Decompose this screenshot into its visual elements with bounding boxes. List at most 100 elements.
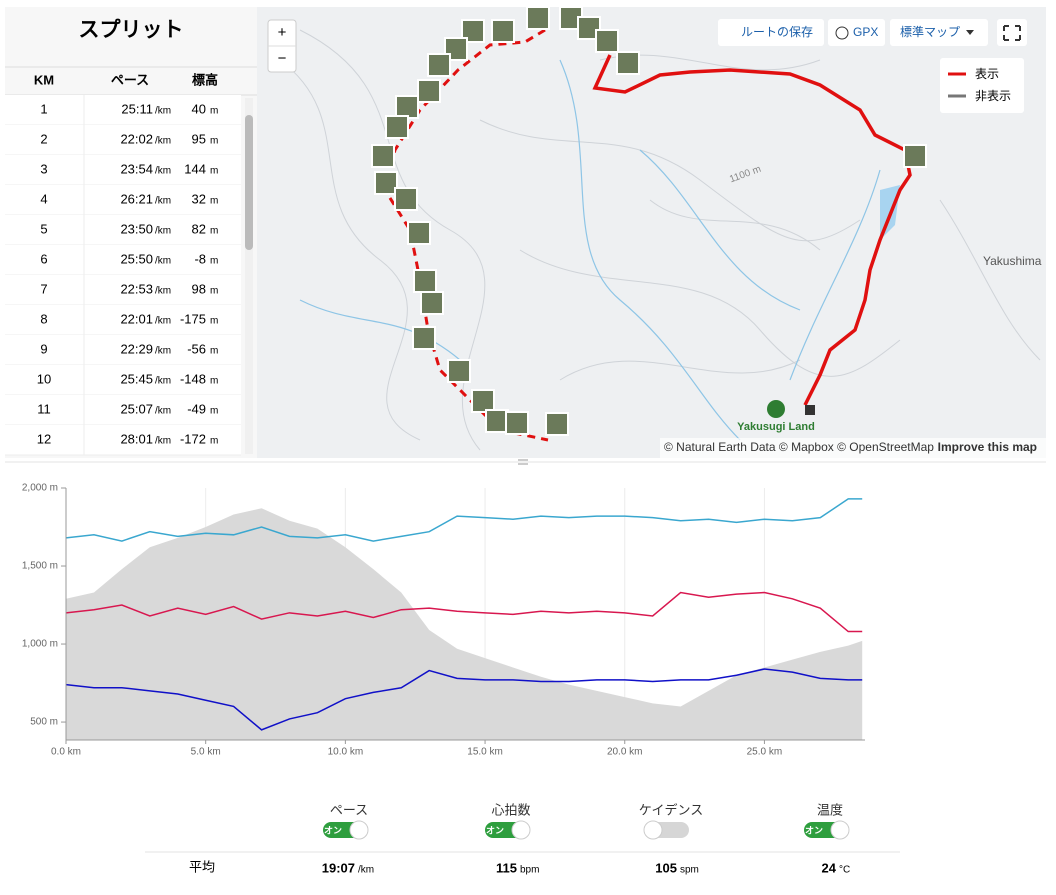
column-header: 標高 [192,72,218,87]
fullscreen-button[interactable] [997,19,1027,46]
split-elevation-unit: m [210,406,218,417]
split-elevation-unit: m [210,136,218,147]
toggle-knob[interactable] [349,820,369,840]
toggle-knob[interactable] [830,820,850,840]
split-row [5,395,241,425]
save-route-label[interactable]: ルートの保存 [741,25,813,39]
attribution: © Natural Earth Data © Mapbox © OpenStre… [664,440,934,454]
split-pace-unit: /km [155,166,171,177]
split-pace-unit: /km [155,106,171,117]
split-elevation: 32 [192,191,206,206]
split-row [5,335,241,365]
toggle-knob[interactable] [643,820,663,840]
splitter-handle[interactable] [518,459,528,465]
y-tick-label: 1,500 m [22,561,58,572]
scrollbar-thumb[interactable] [245,115,253,250]
split-elevation-unit: m [210,436,218,447]
average-label: 平均 [189,859,215,874]
split-elevation-unit: m [210,286,218,297]
split-km: 6 [40,251,47,266]
split-row [5,275,241,305]
split-km: 7 [40,281,47,296]
split-elevation: 95 [192,131,206,146]
average-value: 115 [496,860,517,875]
gpx-label[interactable]: GPX [853,25,878,39]
split-elevation: 82 [192,221,206,236]
streams [299,59,881,441]
split-pace-unit: /km [155,196,171,207]
split-elevation: 98 [192,281,206,296]
split-elevation-unit: m [210,316,218,327]
map[interactable]: 1100 m Yakushima Yakusugi Land + − ルートの保… [257,6,1046,458]
split-pace: 23:50 [120,221,153,236]
toggle-knob[interactable] [511,820,531,840]
x-tick-label: 20.0 km [607,747,643,758]
y-tick-label: 2,000 m [22,483,58,494]
map-legend [940,58,1024,113]
split-elevation: -49 [187,401,206,416]
series-toggle-name: 温度 [817,802,843,817]
split-pace: 22:29 [120,341,153,356]
split-pace: 25:45 [120,371,153,386]
split-elevation: -175 [180,311,206,326]
map-style-button[interactable] [890,19,988,46]
split-pace: 28:01 [120,431,153,446]
average-unit: °C [839,865,850,876]
split-pace-unit: /km [155,406,171,417]
x-tick-label: 5.0 km [191,747,221,758]
contours [279,29,1041,451]
split-km: 11 [37,401,51,416]
split-elevation: -172 [180,431,206,446]
split-row [5,425,241,455]
split-elevation-unit: m [210,196,218,207]
series-line [65,668,863,731]
split-elevation-unit: m [210,376,218,387]
scrollbar-track [245,98,253,454]
split-elevation: 144 [184,161,206,176]
map-background [257,7,1046,458]
x-tick-label: 0.0 km [51,747,81,758]
improve-map-link[interactable]: Improve this map [938,440,1037,454]
dropdown-arrow [966,30,974,35]
zoom-in[interactable]: + [278,24,287,41]
zoom-out[interactable]: − [278,50,287,67]
y-tick-label: 500 m [30,717,58,728]
split-km: 10 [37,371,51,386]
split-km: 12 [37,431,51,446]
split-row [5,155,241,185]
map-style-label[interactable]: 標準マップ [900,24,960,39]
chart: 0.0 km 5.0 km 10.0 km 15.0 km 20.0 km 25.0 km… [22,483,865,758]
average-unit: bpm [520,865,539,876]
split-pace: 25:50 [120,251,153,266]
average-unit: spm [680,865,699,876]
splits-title: スプリット [79,19,184,42]
toggle-label: オン [805,825,823,835]
split-pace: 23:54 [120,161,153,176]
series-toggle-name: ペース [330,802,368,817]
split-row [5,185,241,215]
split-pace-unit: /km [155,316,171,327]
series-toggle-name: 心拍数 [491,802,530,817]
photo-thumbnails [371,6,927,436]
split-elevation: -8 [194,251,206,266]
split-km: 9 [40,341,47,356]
split-row [5,215,241,245]
toggle-label: オン [324,825,342,835]
fullscreen-icon [1003,25,1021,41]
split-row [5,365,241,395]
x-tick-label: 15.0 km [467,747,503,758]
split-row [5,245,241,275]
finish-flag [805,405,815,415]
split-pace: 22:02 [120,131,153,146]
split-elevation-unit: m [210,226,218,237]
series-line [65,498,863,542]
save-route-button[interactable] [718,19,824,46]
series-toggle-name: ケイデンス [639,802,703,817]
split-km: 2 [40,131,47,146]
split-row [5,125,241,155]
average-unit: /km [358,865,374,876]
split-km: 5 [40,221,47,236]
split-pace-unit: /km [155,436,171,447]
